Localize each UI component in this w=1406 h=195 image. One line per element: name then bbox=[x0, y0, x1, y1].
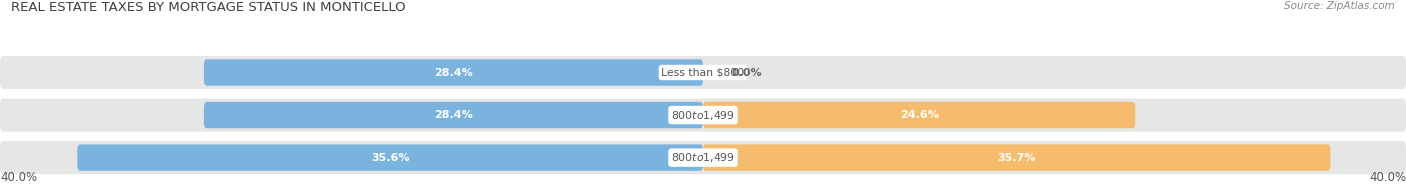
Text: Less than $800: Less than $800 bbox=[661, 67, 745, 77]
Text: 0.0%: 0.0% bbox=[731, 67, 762, 77]
Text: 35.7%: 35.7% bbox=[997, 153, 1036, 163]
Text: $800 to $1,499: $800 to $1,499 bbox=[671, 151, 735, 164]
Text: 40.0%: 40.0% bbox=[1369, 171, 1406, 184]
Text: 24.6%: 24.6% bbox=[900, 110, 939, 120]
FancyBboxPatch shape bbox=[703, 102, 1136, 128]
FancyBboxPatch shape bbox=[77, 144, 703, 171]
Text: Source: ZipAtlas.com: Source: ZipAtlas.com bbox=[1284, 1, 1395, 11]
Text: 35.6%: 35.6% bbox=[371, 153, 409, 163]
FancyBboxPatch shape bbox=[0, 98, 1406, 132]
FancyBboxPatch shape bbox=[0, 141, 1406, 174]
Text: $800 to $1,499: $800 to $1,499 bbox=[671, 109, 735, 121]
FancyBboxPatch shape bbox=[0, 56, 1406, 89]
FancyBboxPatch shape bbox=[204, 102, 703, 128]
Text: 28.4%: 28.4% bbox=[434, 67, 472, 77]
Text: 40.0%: 40.0% bbox=[0, 171, 37, 184]
Text: 28.4%: 28.4% bbox=[434, 110, 472, 120]
FancyBboxPatch shape bbox=[703, 144, 1330, 171]
Text: REAL ESTATE TAXES BY MORTGAGE STATUS IN MONTICELLO: REAL ESTATE TAXES BY MORTGAGE STATUS IN … bbox=[11, 1, 406, 14]
FancyBboxPatch shape bbox=[204, 59, 703, 86]
